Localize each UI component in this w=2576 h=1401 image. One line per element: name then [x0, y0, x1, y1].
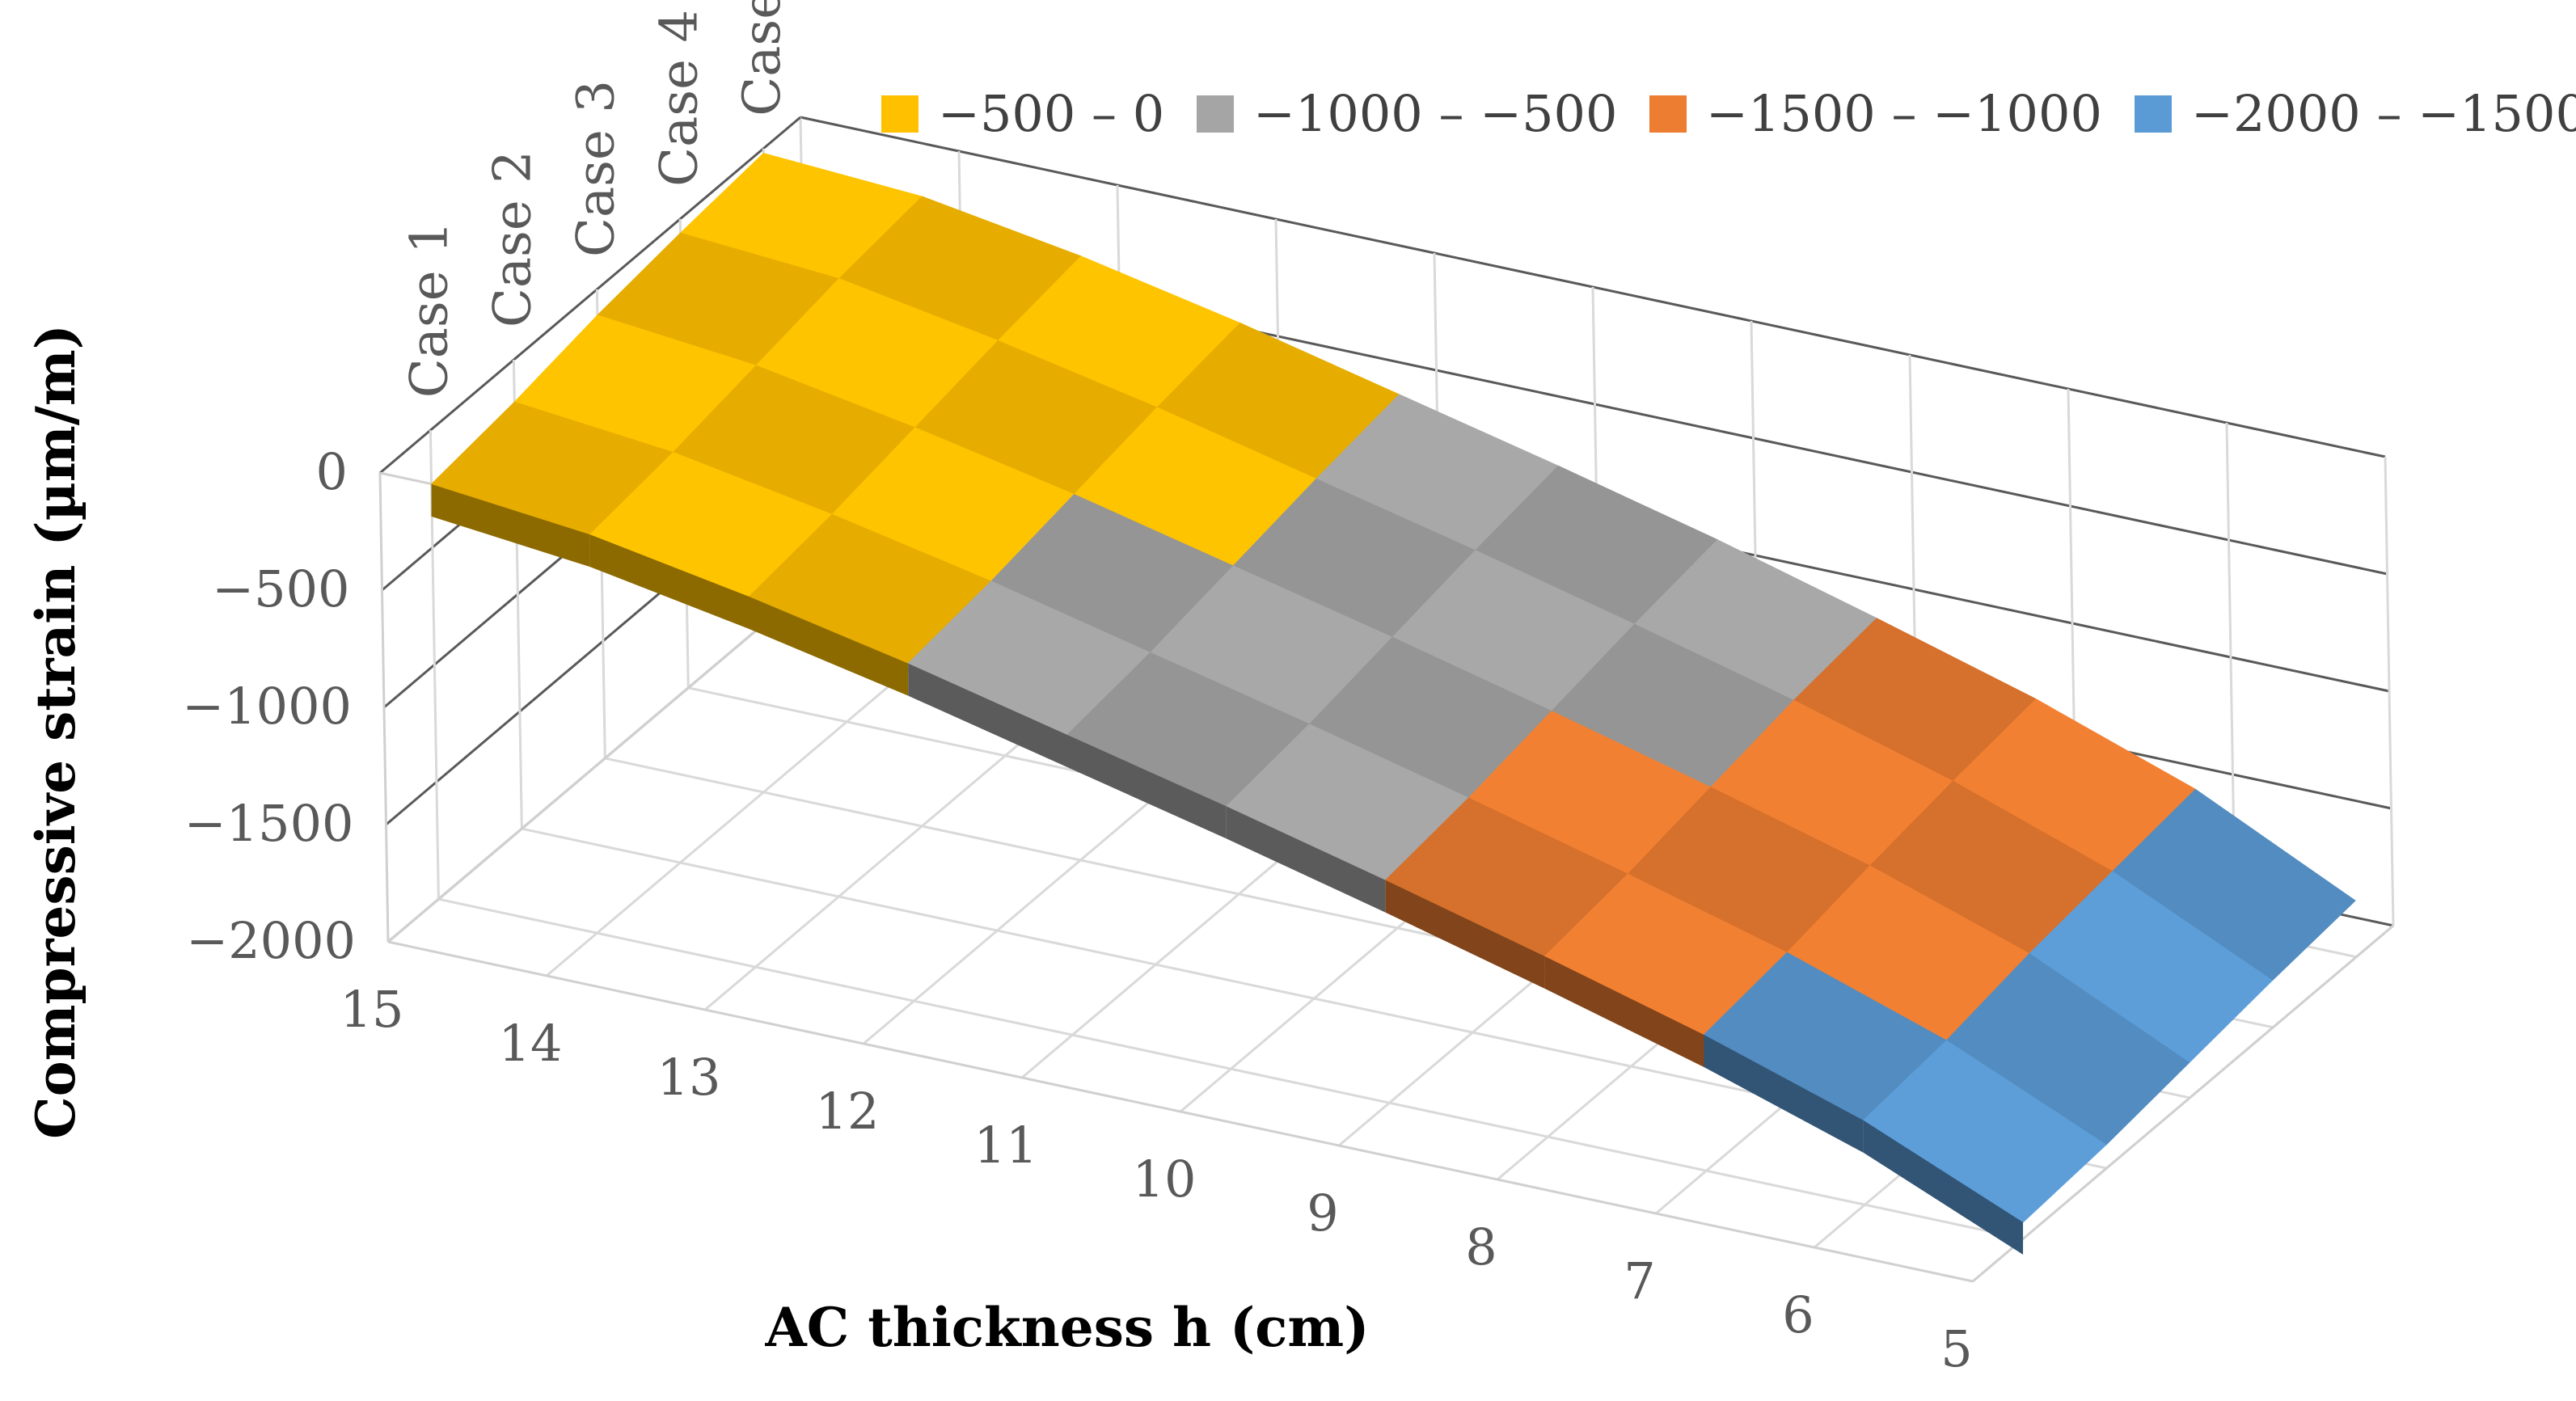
series-tick-label: Case 2 [483, 150, 543, 327]
series-tick-label: Case 4 [649, 10, 709, 187]
frame-edge [387, 584, 809, 943]
legend-swatch [2135, 95, 2172, 133]
x-tick-label: 8 [1465, 1217, 1497, 1277]
z-tick-label: −1500 [184, 794, 354, 853]
x-tick-label: 10 [1133, 1150, 1197, 1209]
series-tick-label: Case 5 [733, 0, 792, 116]
z-axis-ticks: 0 −500 −1000 −1500 −2000 [182, 442, 356, 970]
z-tick-label: −500 [212, 559, 349, 618]
z-tick-label: −1000 [182, 677, 352, 736]
surface-edge [1704, 1035, 1864, 1153]
frame-edge [1972, 924, 2394, 1283]
x-tick-label: 5 [1940, 1319, 1972, 1378]
surface-edge [1863, 1120, 2024, 1255]
legend-label: −1000 – −500 [1253, 84, 1617, 143]
back-wall-gridline [2225, 422, 2236, 893]
x-tick-label: 13 [657, 1048, 721, 1107]
x-tick-label: 15 [340, 980, 404, 1039]
surface-edge [1067, 735, 1227, 839]
back-wall-gridline [2384, 456, 2395, 926]
legend-swatch [1197, 95, 1234, 133]
x-tick-label: 6 [1782, 1285, 1814, 1344]
surface-edge [589, 534, 750, 629]
surface-edge [749, 597, 909, 696]
surface-edge [908, 663, 1067, 767]
surface-patch [1862, 1040, 2107, 1223]
series-tick-label: Case 1 [399, 221, 459, 398]
y-axis-title: Compressive strain (µm/m) [24, 324, 87, 1139]
x-tick-label: 9 [1307, 1184, 1338, 1243]
series-tick-label: Case 3 [566, 80, 626, 257]
series-axis-ticks: Case 1 Case 2 Case 3 Case 4 Case 5 [399, 0, 792, 398]
surface-edge [431, 483, 590, 568]
x-axis-ticks: 15 14 13 12 11 10 9 8 7 6 5 [340, 980, 1973, 1378]
x-tick-label: 11 [974, 1116, 1038, 1175]
x-tick-label: 12 [816, 1082, 880, 1141]
legend-label: −500 – 0 [938, 84, 1164, 143]
x-tick-label: 7 [1624, 1251, 1655, 1310]
x-tick-label: 14 [499, 1014, 563, 1073]
legend: −500 – 0 −1000 – −500 −1500 – −1000 −2000 –… [881, 84, 2576, 143]
x-axis-title: AC thickness h (cm) [765, 1296, 1370, 1359]
floor-gridline [438, 897, 2024, 1240]
surface-edge [1385, 880, 1545, 989]
legend-label: −2000 – −1500 [2191, 84, 2576, 143]
surface-edge [1544, 956, 1704, 1067]
z-tick-label: −2000 [186, 911, 356, 970]
legend-swatch [881, 95, 918, 133]
frame-edge [387, 940, 1974, 1283]
legend-swatch [1649, 95, 1687, 133]
surface-edge [1226, 806, 1386, 913]
surface-plot [430, 152, 2356, 1255]
side-wall-gridline [379, 116, 801, 475]
frame-edge [378, 472, 390, 943]
z-tick-label: 0 [316, 442, 348, 501]
legend-label: −1500 – −1000 [1706, 84, 2102, 143]
